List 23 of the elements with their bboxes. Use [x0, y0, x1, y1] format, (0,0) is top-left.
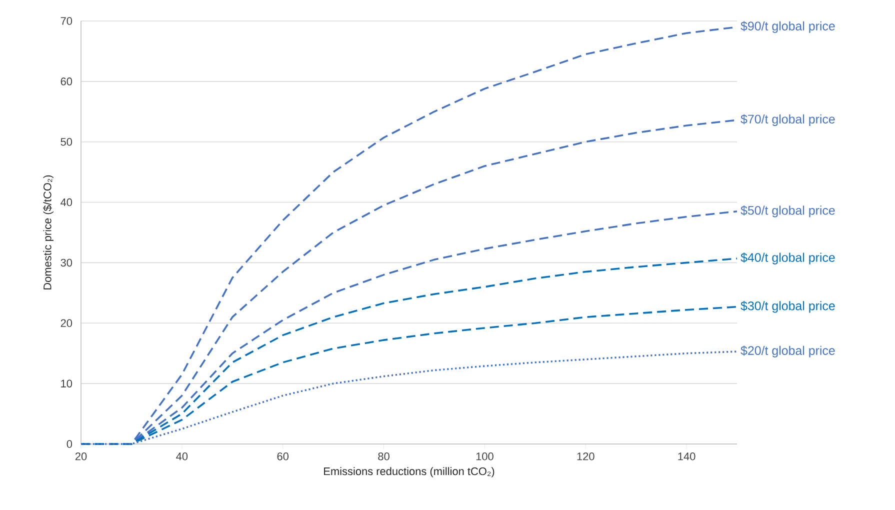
series-label: $90/t global price: [740, 21, 835, 33]
series-label: $30/t global price: [740, 300, 835, 313]
x-tick-label: 40: [176, 452, 188, 460]
y-tick-label: 40: [60, 198, 72, 206]
x-tick-label: 60: [277, 452, 289, 460]
x-tick-label: 80: [378, 452, 390, 460]
y-tick-label: 30: [60, 258, 72, 267]
series-label: $70/t global price: [740, 114, 835, 126]
y-tick-label: 60: [60, 78, 72, 86]
x-tick-label: 100: [476, 452, 494, 460]
y-tick-label: 20: [60, 319, 72, 328]
y-axis-title: Domestic price ($/tCO₂): [43, 175, 54, 290]
series-label: $50/t global price: [740, 205, 835, 218]
y-tick-label: 0: [66, 440, 72, 448]
series-label: $20/t global price: [740, 346, 835, 358]
x-tick-label: 120: [577, 452, 594, 460]
y-tick-label: 10: [61, 380, 72, 388]
x-axis-title: Emissions reductions (million tCO₂): [324, 467, 494, 478]
x-tick-label: 20: [75, 452, 87, 460]
y-tick-label: 50: [60, 138, 72, 146]
series-label: $40/t global price: [740, 252, 835, 264]
y-tick-label: 70: [60, 17, 72, 25]
x-tick-label: 140: [678, 452, 696, 460]
